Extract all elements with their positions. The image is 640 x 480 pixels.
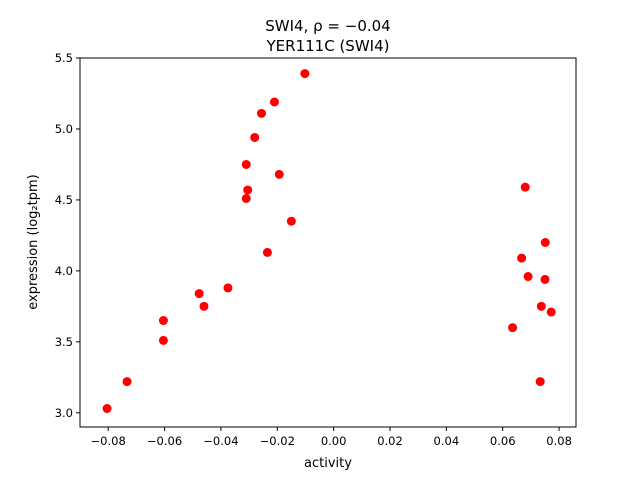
plot-frame bbox=[79, 57, 577, 428]
data-point bbox=[199, 301, 209, 311]
data-point bbox=[256, 108, 266, 118]
data-point bbox=[517, 253, 527, 263]
data-point bbox=[508, 323, 518, 333]
y-tick-label: 5.5 bbox=[55, 51, 73, 65]
data-point bbox=[269, 97, 279, 107]
x-axis-label: activity bbox=[304, 456, 352, 471]
y-tick-label: 3.5 bbox=[55, 335, 73, 349]
data-point bbox=[536, 301, 546, 311]
y-tick-label: 4.5 bbox=[55, 193, 73, 207]
x-tick-label: −0.06 bbox=[147, 434, 182, 448]
data-point bbox=[102, 404, 112, 414]
data-point bbox=[158, 335, 168, 345]
x-tick-label: −0.02 bbox=[260, 434, 295, 448]
data-point bbox=[300, 69, 310, 79]
x-tick-label: 0.08 bbox=[546, 434, 572, 448]
chart-title-line1: SWI4, ρ = −0.04 bbox=[265, 17, 390, 35]
data-point bbox=[523, 272, 533, 282]
data-point bbox=[546, 307, 556, 317]
data-point bbox=[262, 247, 272, 257]
data-point bbox=[243, 185, 253, 195]
data-point bbox=[274, 169, 284, 179]
x-tick-label: 0.00 bbox=[321, 434, 347, 448]
chart-title-line2: YER111C (SWI4) bbox=[266, 37, 390, 55]
y-tick-label: 5.0 bbox=[55, 122, 73, 136]
x-tick-label: 0.02 bbox=[377, 434, 403, 448]
data-point bbox=[250, 132, 260, 142]
x-tick-label: 0.04 bbox=[434, 434, 460, 448]
data-point bbox=[158, 316, 168, 326]
data-point bbox=[535, 377, 545, 387]
data-point bbox=[122, 377, 132, 387]
data-point bbox=[286, 216, 296, 226]
y-axis-label: expression (log₂tpm) bbox=[26, 174, 41, 309]
data-point bbox=[540, 274, 550, 284]
x-tick-label: −0.04 bbox=[203, 434, 238, 448]
data-point bbox=[223, 283, 233, 293]
y-tick-label: 3.0 bbox=[55, 406, 73, 420]
data-point bbox=[241, 159, 251, 169]
data-point bbox=[194, 289, 204, 299]
y-tick-label: 4.0 bbox=[55, 264, 73, 278]
data-point bbox=[540, 238, 550, 247]
x-tick-label: 0.06 bbox=[490, 434, 516, 448]
data-point bbox=[241, 194, 251, 204]
data-point bbox=[520, 182, 530, 192]
x-tick-label: −0.08 bbox=[91, 434, 126, 448]
